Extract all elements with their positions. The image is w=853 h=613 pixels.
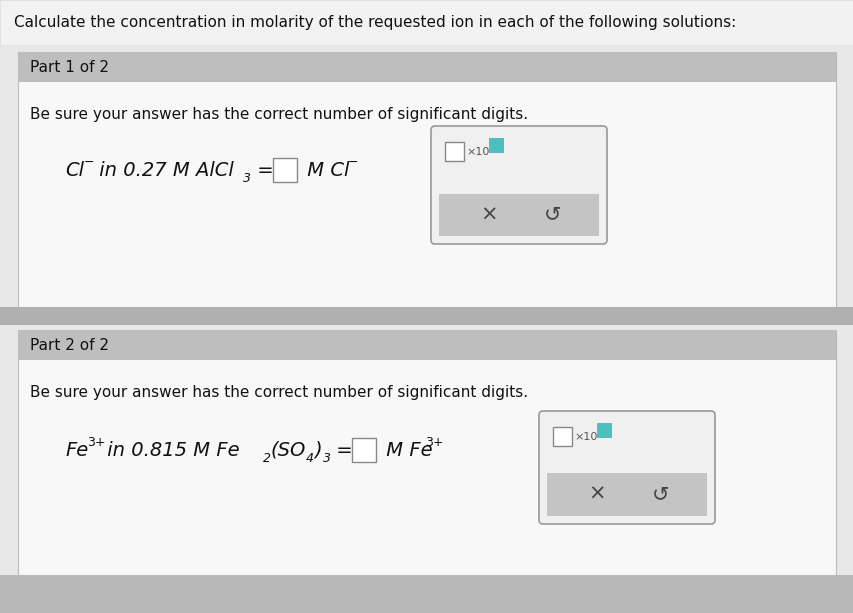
FancyBboxPatch shape <box>431 126 606 244</box>
Text: 3+: 3+ <box>425 435 443 449</box>
Bar <box>0 307 853 325</box>
Text: 3: 3 <box>322 452 331 465</box>
Text: in 0.815 M Fe: in 0.815 M Fe <box>101 441 240 460</box>
Bar <box>444 142 463 161</box>
Bar <box>438 194 598 236</box>
Text: 3: 3 <box>243 172 251 185</box>
Text: Fe: Fe <box>65 441 88 460</box>
Bar <box>489 138 502 152</box>
Text: in 0.27 M AlCl: in 0.27 M AlCl <box>93 161 234 180</box>
Text: M Cl: M Cl <box>300 161 349 180</box>
Bar <box>18 330 835 360</box>
Bar <box>0 0 853 45</box>
Bar <box>18 52 835 307</box>
Text: −: − <box>84 156 95 169</box>
Text: ↺: ↺ <box>651 484 669 504</box>
Text: 4: 4 <box>305 452 314 465</box>
Bar <box>0 575 853 613</box>
Text: 3+: 3+ <box>87 435 106 449</box>
Text: Be sure your answer has the correct number of significant digits.: Be sure your answer has the correct numb… <box>30 107 527 121</box>
Bar <box>351 438 375 462</box>
Text: ×10: ×10 <box>466 147 489 157</box>
Text: −: − <box>347 156 358 169</box>
Bar <box>18 52 835 82</box>
Text: Calculate the concentration in molarity of the requested ion in each of the foll: Calculate the concentration in molarity … <box>14 15 735 29</box>
Text: ×: × <box>588 484 605 504</box>
FancyBboxPatch shape <box>538 411 714 524</box>
Text: (SO: (SO <box>270 441 306 460</box>
Text: ↺: ↺ <box>543 205 560 224</box>
Text: ×10: ×10 <box>573 432 597 442</box>
Text: 2: 2 <box>263 452 270 465</box>
Text: ×: × <box>479 205 497 224</box>
Bar <box>553 427 572 446</box>
Text: Be sure your answer has the correct number of significant digits.: Be sure your answer has the correct numb… <box>30 384 527 400</box>
Bar <box>547 473 706 516</box>
Text: M Fe: M Fe <box>380 441 432 460</box>
Bar <box>596 423 610 437</box>
Text: Part 1 of 2: Part 1 of 2 <box>30 59 109 75</box>
Bar <box>18 330 835 575</box>
Text: Part 2 of 2: Part 2 of 2 <box>30 338 109 352</box>
Text: =: = <box>329 441 352 460</box>
Text: Cl: Cl <box>65 161 84 180</box>
Text: =: = <box>251 161 274 180</box>
Text: ): ) <box>314 441 322 460</box>
Bar <box>273 158 297 182</box>
